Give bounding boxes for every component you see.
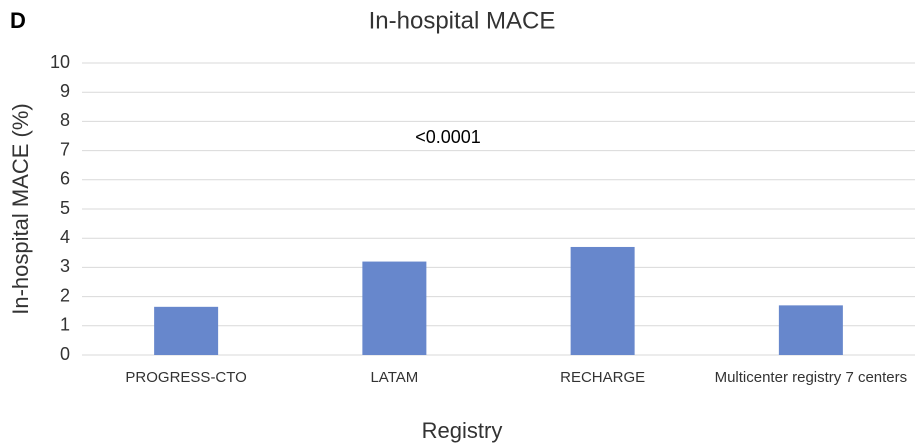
annotation: <0.0001 bbox=[415, 127, 481, 147]
x-tick-label: PROGRESS-CTO bbox=[125, 369, 247, 386]
x-axis-label: Registry bbox=[422, 418, 503, 443]
x-tick-label: Multicenter registry 7 centers bbox=[714, 369, 908, 386]
panel-label: D bbox=[10, 8, 26, 33]
x-tick-label: LATAM bbox=[370, 369, 419, 386]
y-tick-label: 3 bbox=[60, 256, 70, 276]
bar bbox=[362, 261, 427, 355]
y-tick-label: 8 bbox=[60, 110, 70, 130]
y-tick-label: 9 bbox=[60, 81, 70, 101]
y-tick-label: 4 bbox=[60, 227, 70, 247]
y-tick-label: 10 bbox=[50, 52, 70, 72]
y-axis-label: In-hospital MACE (%) bbox=[8, 103, 33, 315]
bar bbox=[778, 305, 843, 355]
chart-title: In-hospital MACE bbox=[369, 7, 556, 34]
x-tick-label: RECHARGE bbox=[560, 369, 646, 386]
y-tick-label: 6 bbox=[60, 169, 70, 189]
y-tick-label: 1 bbox=[60, 315, 70, 335]
y-tick-label: 7 bbox=[60, 139, 70, 159]
y-tick-label: 0 bbox=[60, 344, 70, 364]
y-tick-label: 2 bbox=[60, 285, 70, 305]
y-tick-label: 5 bbox=[60, 198, 70, 218]
bar bbox=[570, 246, 635, 355]
bar bbox=[154, 306, 219, 355]
